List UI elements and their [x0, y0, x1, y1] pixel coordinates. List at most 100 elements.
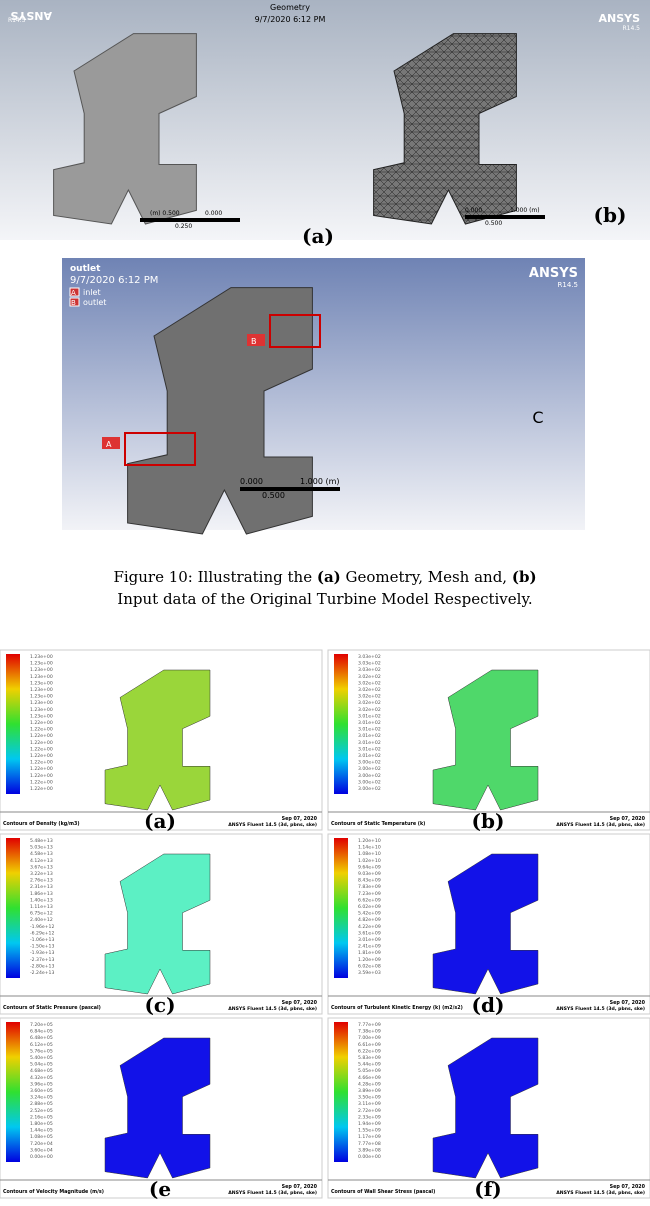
- text: 1.22e+00: [30, 720, 53, 726]
- text: 3.02e+02: [358, 707, 381, 713]
- text: 3.01e+02: [358, 733, 381, 739]
- caption-part: Geometry, Mesh and,: [341, 568, 512, 586]
- inlet-face: [124, 432, 196, 466]
- contour-body: [432, 669, 539, 811]
- text: 8.43e+09: [358, 878, 381, 884]
- text: 1.22e+00: [30, 727, 53, 733]
- text: R14.5: [8, 17, 26, 24]
- contour-body: [104, 853, 211, 995]
- text: 5.83e+09: [358, 1055, 381, 1061]
- text: ANSYS Fluent 14.5 (3d, pbns, ske): [556, 1006, 645, 1012]
- tag-a: [102, 437, 120, 449]
- text: R14.5: [558, 281, 578, 289]
- text: 7.20e+05: [30, 1022, 53, 1028]
- text: 1.86e+13: [30, 891, 53, 897]
- text: 1.94e+09: [358, 1121, 381, 1127]
- text: (e: [149, 1177, 171, 1201]
- text: 1.23e+00: [30, 661, 53, 667]
- text: Contours of Density (kg/m3): [3, 821, 80, 827]
- text: B: [71, 299, 76, 307]
- text: 0.250: [175, 223, 192, 230]
- text: Geometry: [270, 3, 310, 12]
- text: 1.23e+00: [30, 680, 53, 686]
- text: 3.01e+09: [358, 937, 381, 943]
- text: -6.29e+12: [30, 930, 54, 936]
- colorbar: [334, 838, 348, 978]
- colorbar: [6, 838, 20, 978]
- text: ANSYS Fluent 14.5 (3d, pbns, ske): [228, 1190, 317, 1196]
- text: 4.32e+05: [30, 1075, 53, 1081]
- text: 3.67e+13: [30, 864, 53, 870]
- text: 3.01e+02: [358, 720, 381, 726]
- text: 4.82e+09: [358, 917, 381, 923]
- text: (f): [474, 1177, 502, 1201]
- text: outlet: [70, 264, 101, 274]
- text: ANSYS: [10, 9, 52, 22]
- text: 4.58e+13: [30, 851, 53, 857]
- text: -1.96e+12: [30, 924, 54, 930]
- text: 1.23e+00: [30, 687, 53, 693]
- text: ANSYS: [529, 266, 578, 281]
- text: 2.16e+05: [30, 1114, 53, 1120]
- text: ANSYS: [598, 12, 640, 25]
- text: 5.04e+05: [30, 1062, 53, 1068]
- scale-bar: [140, 218, 240, 222]
- text: ANSYS Fluent 14.5 (3d, pbns, ske): [556, 1190, 645, 1196]
- text: Contours of Static Temperature (k): [331, 821, 425, 827]
- text: 0.000: [240, 477, 263, 486]
- text: (b): [472, 809, 505, 833]
- text: 6.12e+05: [30, 1042, 53, 1048]
- caption-part: (a): [317, 568, 341, 586]
- text: 7.77e+09: [358, 1022, 381, 1028]
- text: 6.61e+09: [358, 1042, 381, 1048]
- text: 3.01e+02: [358, 713, 381, 719]
- text: 1.23e+00: [30, 700, 53, 706]
- text: Sep 07, 2020: [282, 816, 318, 822]
- text: 9.64e+09: [358, 864, 381, 870]
- text: 1.22e+00: [30, 760, 53, 766]
- contour-body: [432, 853, 539, 995]
- text: 1.23e+00: [30, 707, 53, 713]
- text: 3.03e+02: [358, 661, 381, 667]
- contour-body: [432, 1037, 539, 1179]
- text: 1.55e+09: [358, 1128, 381, 1134]
- legend-key-box: [69, 297, 80, 307]
- text: 1.20e+09: [358, 957, 381, 963]
- text: 5.05e+09: [358, 1068, 381, 1074]
- text: 2.52e+05: [30, 1108, 53, 1114]
- text: 1.44e+05: [30, 1128, 53, 1134]
- text: 5.44e+09: [358, 1062, 381, 1068]
- legend-key-box: [69, 287, 80, 297]
- text: 3.01e+02: [358, 746, 381, 752]
- text: 9.03e+09: [358, 871, 381, 877]
- text: (a): [144, 809, 176, 833]
- text: 0.500: [485, 220, 502, 227]
- text: Sep 07, 2020: [610, 1184, 646, 1190]
- text: 7.83e+09: [358, 884, 381, 890]
- text: 3.60e+05: [30, 1088, 53, 1094]
- text: 3.22e+13: [30, 871, 53, 877]
- text: 3.02e+02: [358, 680, 381, 686]
- text: 7.20e+04: [30, 1141, 53, 1147]
- text: 0.000: [205, 210, 222, 217]
- text: (b): [594, 203, 627, 227]
- text: 0.000: [465, 207, 482, 214]
- text: 0.500: [262, 491, 285, 500]
- text: 3.00e+02: [358, 766, 381, 772]
- text: 5.48e+13: [30, 838, 53, 844]
- scale-bar: [465, 215, 545, 219]
- text: 2.40e+12: [30, 917, 53, 923]
- text: 3.01e+02: [358, 753, 381, 759]
- colorbar: [6, 654, 20, 794]
- text: 4.28e+09: [358, 1081, 381, 1087]
- text: 3.59e+03: [358, 970, 381, 976]
- text: 3.01e+02: [358, 727, 381, 733]
- text: 5.40e+05: [30, 1055, 53, 1061]
- text: 0.00e+00: [358, 1154, 381, 1160]
- contour-body: [104, 669, 211, 811]
- text: (d): [472, 993, 505, 1017]
- text: 1.22e+00: [30, 740, 53, 746]
- text: 1.08e+10: [358, 851, 381, 857]
- text: 2.33e+09: [358, 1114, 381, 1120]
- text: 5.42e+09: [358, 911, 381, 917]
